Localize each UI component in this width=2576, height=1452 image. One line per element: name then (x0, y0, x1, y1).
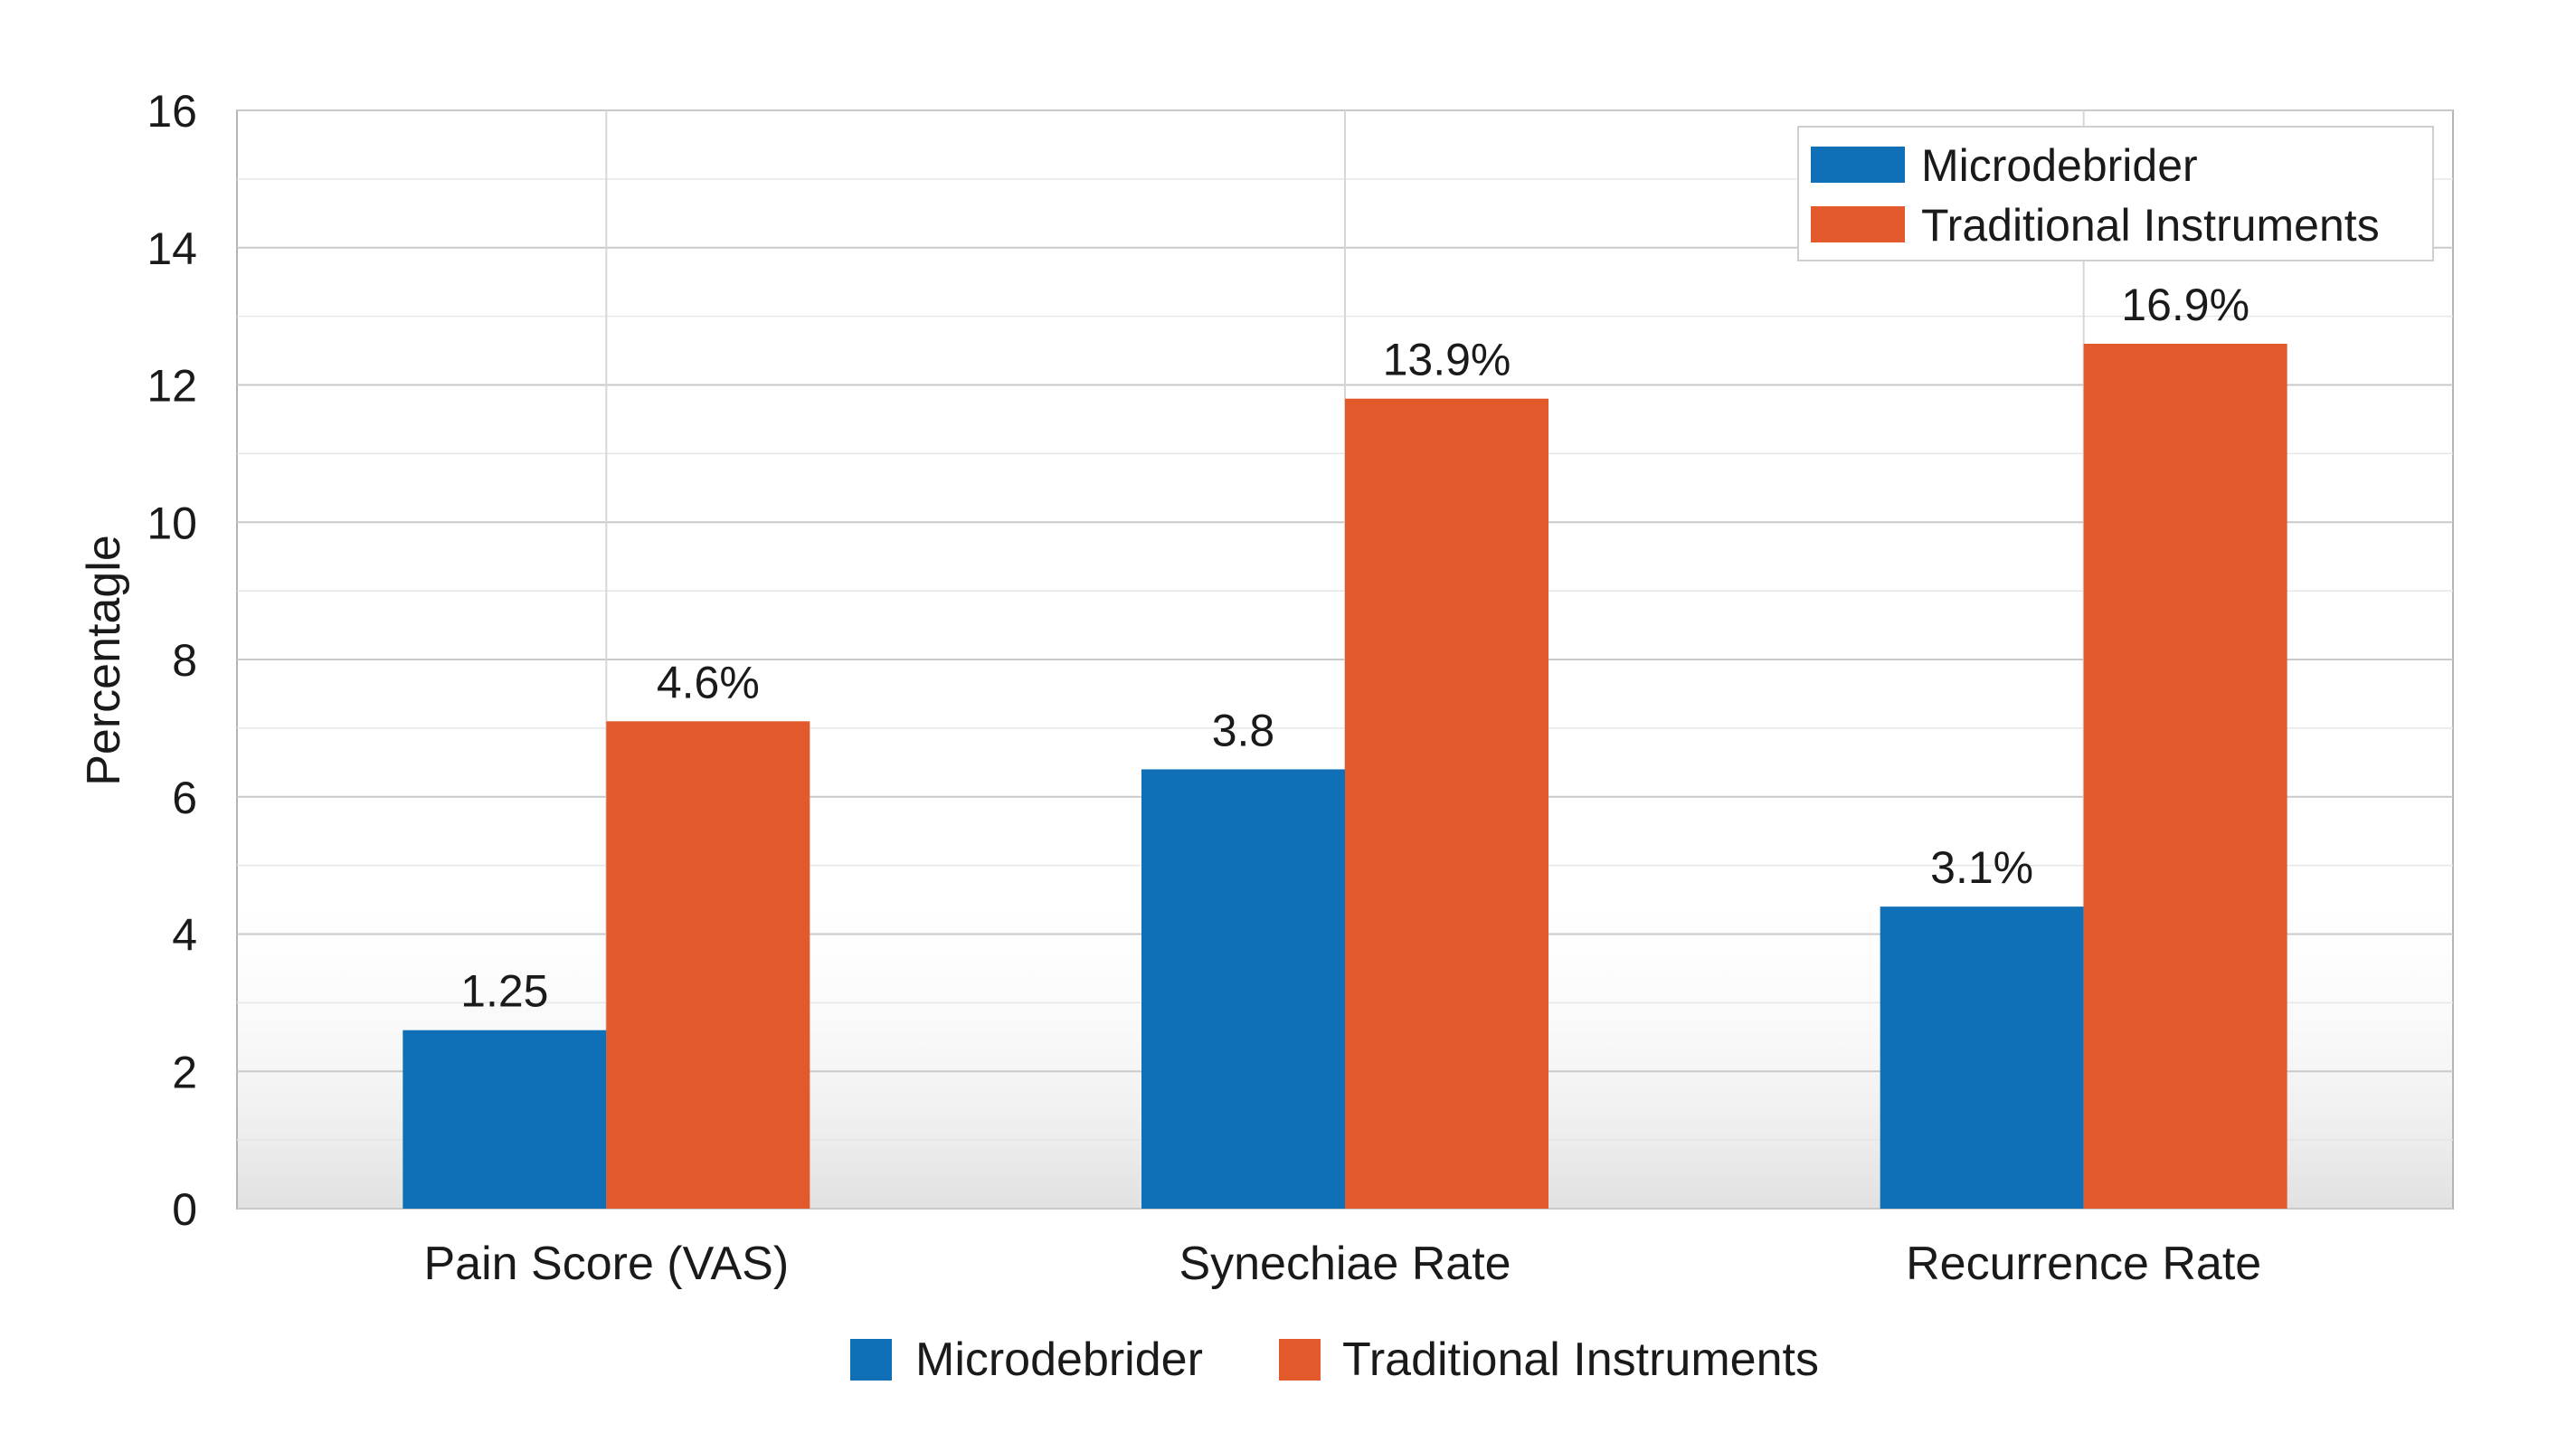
legend-swatch (1279, 1339, 1321, 1381)
y-tick-label: 0 (172, 1184, 197, 1235)
bar-microdebrider-1 (1141, 769, 1345, 1209)
bar-traditional-0 (606, 721, 810, 1209)
bar-value-label: 13.9% (1383, 335, 1511, 385)
legend-swatch (1811, 206, 1905, 242)
bar-value-labels: 1.25 4.6% 3.8 13.9% 3.1% 16.9% (460, 280, 2249, 1017)
bar-value-label: 16.9% (2121, 280, 2249, 330)
legend-label: Microdebrider (1921, 140, 2198, 191)
x-axis: Pain Score (VAS) Synechiae Rate Recurrence… (424, 1238, 2262, 1290)
bar-microdebrider-0 (402, 1030, 607, 1209)
x-tick-label: Pain Score (VAS) (424, 1238, 790, 1290)
x-tick-label: Recurrence Rate (1906, 1238, 2261, 1290)
y-axis: 0 2 4 6 8 10 12 14 16 (147, 86, 197, 1235)
bar-traditional-1 (1345, 398, 1548, 1209)
y-tick-label: 14 (147, 223, 197, 274)
y-tick-label: 16 (147, 86, 197, 137)
legend-swatch (1811, 147, 1905, 183)
bar-value-label: 3.1% (1930, 842, 2033, 893)
legend-bottom: Microdebrider Traditional Instruments (850, 1333, 1819, 1386)
legend-label: Traditional Instruments (1342, 1333, 1819, 1386)
y-tick-label: 12 (147, 361, 197, 412)
bar-microdebrider-2 (1880, 906, 2084, 1209)
legend-swatch (850, 1339, 892, 1381)
bar-value-label: 4.6% (657, 657, 760, 707)
y-tick-label: 10 (147, 498, 197, 548)
y-tick-label: 2 (172, 1047, 197, 1097)
y-tick-label: 6 (172, 773, 197, 823)
legend-label: Microdebrider (915, 1333, 1203, 1386)
y-axis-label: Percentagle (78, 535, 130, 786)
legend-label: Traditional Instruments (1921, 200, 2380, 251)
legend-top-right: Microdebrider Traditional Instruments (1797, 126, 2434, 261)
bar-traditional-2 (2083, 343, 2287, 1210)
y-tick-label: 4 (172, 910, 197, 961)
y-tick-label: 8 (172, 635, 197, 686)
bar-value-label: 1.25 (460, 966, 548, 1017)
bar-value-label: 3.8 (1212, 705, 1275, 755)
bars (402, 343, 2287, 1210)
x-tick-label: Synechiae Rate (1179, 1238, 1511, 1290)
